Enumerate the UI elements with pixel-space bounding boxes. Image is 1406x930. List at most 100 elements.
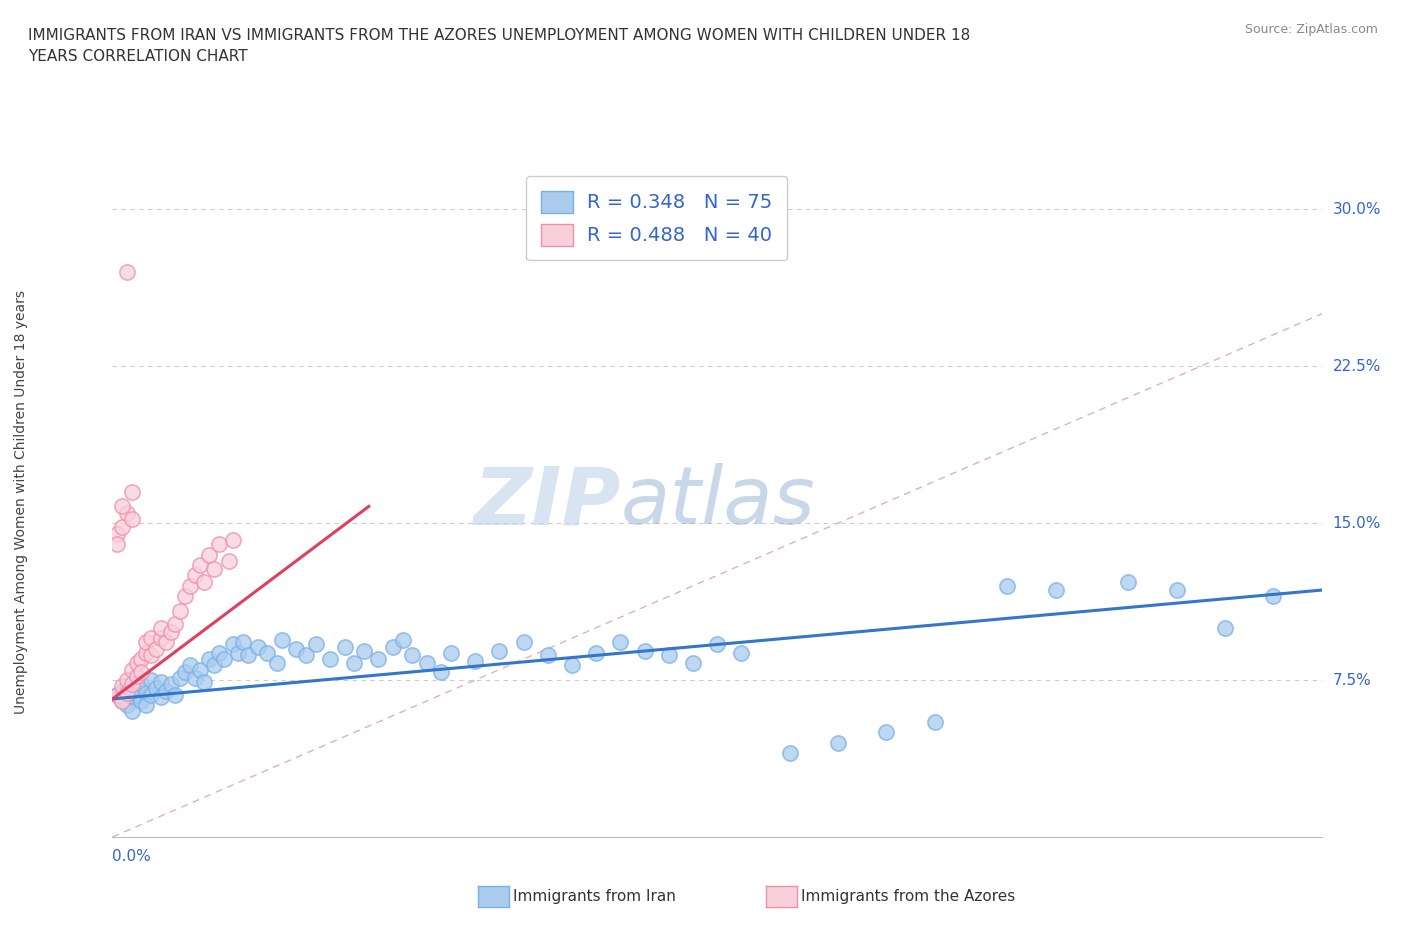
Point [149,689,172,704]
Point [1166,582,1188,598]
Point [222,637,245,652]
Point [125,681,148,696]
Point [149,675,172,690]
Point [343,656,366,671]
Point [121,485,143,499]
Text: atlas: atlas [620,463,815,541]
Point [198,547,221,562]
Text: Immigrants from the Azores: Immigrants from the Azores [801,889,1015,904]
Point [165,687,187,702]
Text: 0.0%: 0.0% [112,849,152,864]
Point [561,658,583,673]
Point [512,635,534,650]
Point [488,644,510,658]
Point [464,654,486,669]
Point [105,537,128,551]
Point [105,526,128,541]
Point [149,620,172,635]
Point [105,687,128,702]
Point [609,635,631,650]
Point [1116,575,1139,590]
Point [875,725,897,740]
Point [188,662,211,677]
Point [155,635,177,650]
Point [131,677,153,692]
Point [256,645,278,660]
Point [658,647,681,662]
Point [135,685,157,700]
Point [246,639,269,654]
Text: Unemployment Among Women with Children Under 18 years: Unemployment Among Women with Children U… [14,290,28,714]
Point [115,265,138,280]
Point [174,589,197,604]
Point [827,736,849,751]
Text: 22.5%: 22.5% [1333,359,1381,374]
Text: IMMIGRANTS FROM IRAN VS IMMIGRANTS FROM THE AZORES UNEMPLOYMENT AMONG WOMEN WITH: IMMIGRANTS FROM IRAN VS IMMIGRANTS FROM … [28,28,970,64]
Point [125,669,148,684]
Point [198,652,221,667]
Point [319,652,342,667]
Point [270,633,292,648]
Point [115,672,138,687]
Point [145,642,167,657]
Point [141,687,163,702]
Point [121,662,143,677]
Point [159,677,181,692]
Point [440,645,463,660]
Point [208,645,231,660]
Point [193,675,215,690]
Point [169,671,191,685]
Point [135,698,157,712]
Point [401,647,423,662]
Point [111,683,134,698]
Point [730,645,752,660]
Point [145,681,167,696]
Point [633,644,655,658]
Point [924,714,946,729]
Point [121,677,143,692]
Point [1263,589,1285,604]
Point [169,604,191,618]
Point [174,664,197,679]
Point [125,687,148,702]
Text: 7.5%: 7.5% [1333,672,1371,687]
Point [111,520,134,535]
Point [779,746,801,761]
Point [218,553,240,568]
Point [208,537,231,551]
Point [537,647,560,662]
Point [285,642,308,657]
Point [141,672,163,687]
Point [111,694,134,709]
Point [706,637,728,652]
Point [105,687,128,702]
Point [183,568,205,583]
Legend: R = 0.348   N = 75, R = 0.488   N = 40: R = 0.348 N = 75, R = 0.488 N = 40 [526,177,787,260]
Point [202,562,225,577]
Point [111,694,134,709]
Point [212,652,235,667]
Text: Immigrants from Iran: Immigrants from Iran [513,889,676,904]
Point [222,532,245,547]
Point [995,578,1018,593]
Point [131,664,153,679]
Point [585,645,607,660]
Point [149,631,172,645]
Point [430,664,453,679]
Text: 30.0%: 30.0% [1333,202,1381,217]
Point [333,639,356,654]
Point [1213,620,1236,635]
Point [1045,582,1067,598]
Point [141,631,163,645]
Point [179,578,201,593]
Point [125,656,148,671]
Point [141,647,163,662]
Point [232,635,254,650]
Point [135,635,157,650]
Point [353,644,375,658]
Point [226,645,249,660]
Point [115,679,138,694]
Point [179,658,201,673]
Point [131,694,153,709]
Point [382,639,405,654]
